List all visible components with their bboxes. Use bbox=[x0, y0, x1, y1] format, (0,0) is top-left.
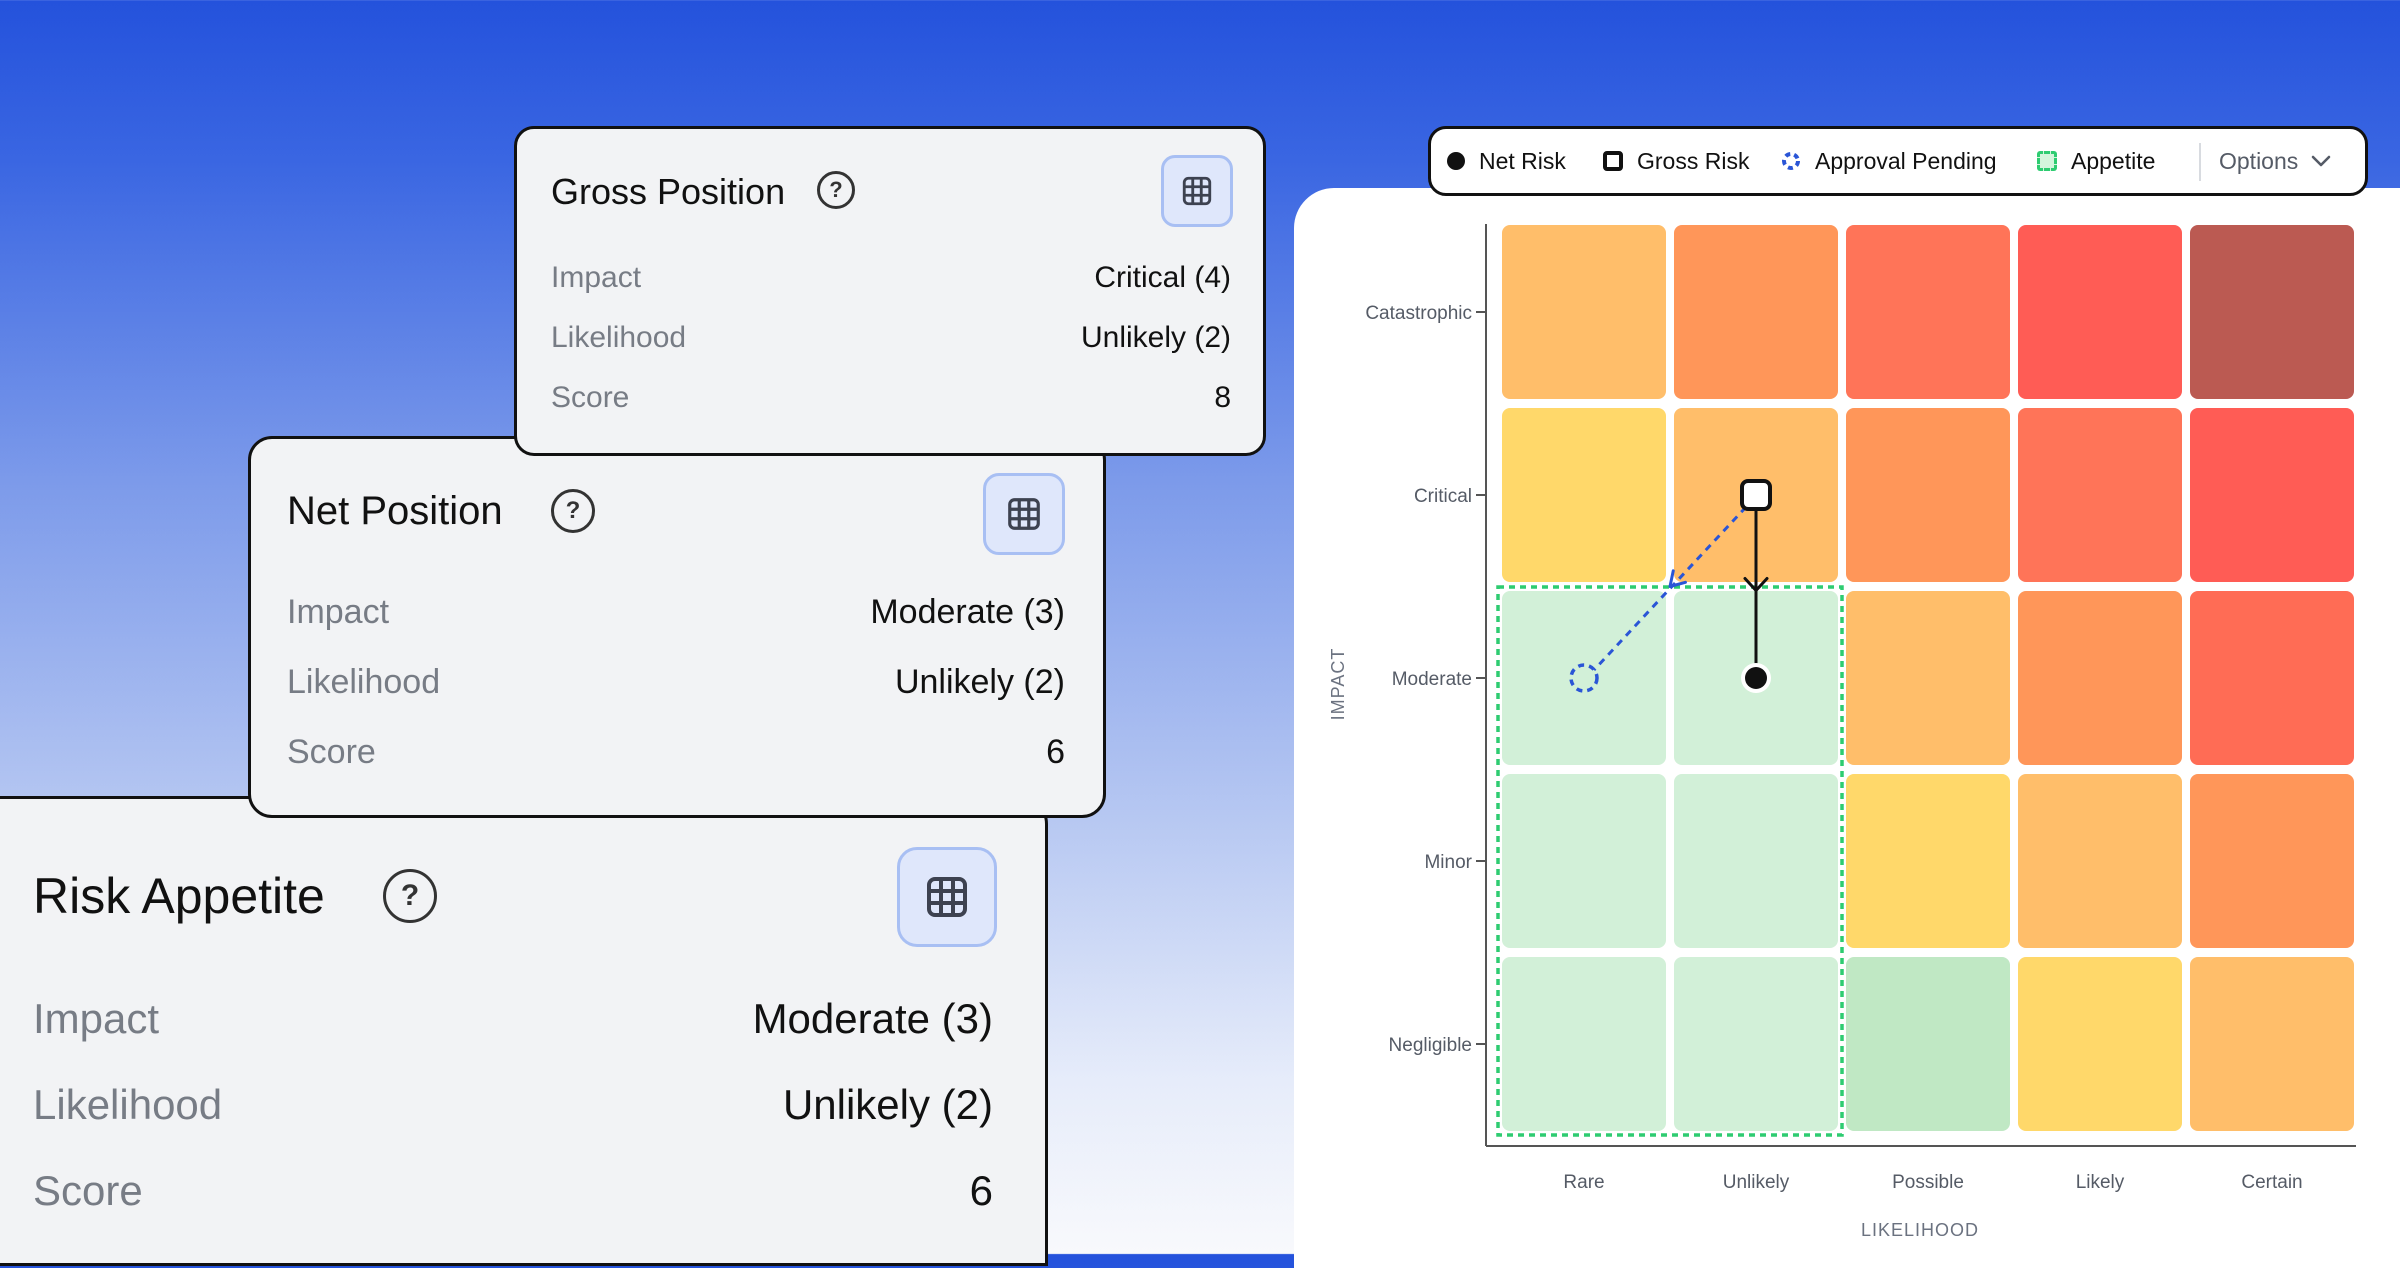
x-tick-label: Unlikely bbox=[1723, 1172, 1790, 1193]
heatmap-cell bbox=[1502, 591, 1666, 765]
legend-item-gross-risk[interactable]: Gross Risk bbox=[1603, 129, 1749, 193]
impact-value: Moderate (3) bbox=[870, 593, 1065, 631]
y-tick-label: Moderate bbox=[1392, 669, 1472, 690]
approval-pending-arrow bbox=[1592, 505, 1748, 672]
heatmap-cell bbox=[2190, 957, 2354, 1131]
card-title: Risk Appetite bbox=[33, 868, 325, 924]
heatmap-cell bbox=[2018, 225, 2182, 399]
heatmap-cell bbox=[1674, 225, 1838, 399]
y-tick-label: Minor bbox=[1424, 852, 1472, 873]
likelihood-value: Unlikely (2) bbox=[782, 1081, 993, 1128]
x-tick-label: Possible bbox=[1892, 1172, 1964, 1193]
grid-view-button[interactable] bbox=[983, 473, 1065, 555]
legend-label: Net Risk bbox=[1479, 147, 1566, 174]
heatmap-cell bbox=[2190, 408, 2354, 582]
x-axis-title: LIKELIHOOD bbox=[1861, 1220, 1979, 1240]
legend-label: Gross Risk bbox=[1637, 147, 1750, 174]
arrowhead bbox=[1743, 577, 1769, 592]
x-tick-label: Likely bbox=[2076, 1172, 2125, 1193]
options-label: Options bbox=[2219, 147, 2299, 174]
heatmap-cell bbox=[1846, 591, 2010, 765]
legend-item-net-risk[interactable]: Net Risk bbox=[1447, 129, 1566, 193]
net-risk-marker bbox=[1745, 667, 1767, 689]
risk-appetite-card: Risk Appetite ? Impact Moderate (3) Like… bbox=[0, 796, 1048, 1266]
likelihood-label: Likelihood bbox=[33, 1081, 223, 1128]
heatmap-cell bbox=[2018, 591, 2182, 765]
grid-icon bbox=[1182, 176, 1212, 206]
score-value: 6 bbox=[1046, 733, 1065, 771]
chart-legend: Net Risk Gross Risk Approval Pending App… bbox=[1428, 126, 2368, 196]
appetite-marker-icon bbox=[2037, 151, 2057, 171]
options-dropdown[interactable]: Options bbox=[2219, 129, 2334, 193]
net-risk-marker-icon bbox=[1447, 152, 1465, 170]
y-tick-label: Negligible bbox=[1389, 1035, 1472, 1056]
likelihood-value: Unlikely (2) bbox=[894, 663, 1065, 701]
gross-risk-marker-icon bbox=[1603, 151, 1623, 171]
impact-label: Impact bbox=[33, 995, 160, 1042]
heatmap-cell bbox=[2190, 225, 2354, 399]
heatmap-cell bbox=[1846, 408, 2010, 582]
gross-risk-marker bbox=[1740, 479, 1772, 511]
chevron-down-icon bbox=[2311, 155, 2331, 167]
score-label: Score bbox=[287, 733, 376, 771]
score-value: 6 bbox=[969, 1167, 993, 1214]
heatmap-cell bbox=[1502, 408, 1666, 582]
score-label: Score bbox=[33, 1167, 143, 1214]
heatmap-cell bbox=[1846, 957, 2010, 1131]
grid-view-button[interactable] bbox=[897, 847, 997, 947]
grid-icon bbox=[1008, 498, 1040, 530]
likelihood-value: Unlikely (2) bbox=[1080, 321, 1231, 354]
impact-label: Impact bbox=[287, 593, 390, 631]
x-tick-label: Certain bbox=[2241, 1172, 2302, 1193]
heatmap-cell bbox=[2190, 591, 2354, 765]
grid-view-button[interactable] bbox=[1161, 155, 1233, 227]
net-position-card: Net Position ? Impact Moderate (3) Likel… bbox=[248, 436, 1106, 818]
heatmap-cell bbox=[1846, 225, 2010, 399]
impact-label: Impact bbox=[551, 261, 642, 294]
grid-icon bbox=[927, 877, 967, 917]
heatmap-cell bbox=[1502, 957, 1666, 1131]
risk-heatmap-panel: Catastrophic Critical Moderate Minor Negligi… bbox=[1294, 188, 2400, 1268]
risk-heatmap: Catastrophic Critical Moderate Minor Negligi… bbox=[1328, 224, 2356, 1240]
legend-item-appetite[interactable]: Appetite bbox=[2037, 129, 2155, 193]
approval-pending-marker-icon bbox=[1782, 152, 1800, 170]
heatmap-cell bbox=[2190, 774, 2354, 948]
help-icon[interactable]: ? bbox=[817, 171, 855, 209]
legend-item-approval-pending[interactable]: Approval Pending bbox=[1781, 129, 1997, 193]
score-label: Score bbox=[551, 381, 630, 414]
card-title: Gross Position bbox=[551, 171, 786, 212]
legend-label: Approval Pending bbox=[1815, 147, 1997, 174]
help-icon[interactable]: ? bbox=[383, 869, 437, 923]
approval-pending-marker bbox=[1569, 663, 1599, 693]
heatmap-cell bbox=[2018, 774, 2182, 948]
legend-divider bbox=[2199, 143, 2201, 181]
x-tick-label: Rare bbox=[1563, 1172, 1604, 1193]
impact-value: Moderate (3) bbox=[752, 995, 993, 1042]
likelihood-label: Likelihood bbox=[551, 321, 687, 354]
help-icon[interactable]: ? bbox=[551, 489, 595, 533]
y-axis-title: IMPACT bbox=[1328, 648, 1348, 721]
heatmap-cell bbox=[2018, 957, 2182, 1131]
heatmap-cell bbox=[1846, 774, 2010, 948]
heatmap-cell bbox=[1502, 774, 1666, 948]
impact-value: Critical (4) bbox=[1094, 261, 1231, 294]
heatmap-cell bbox=[1674, 957, 1838, 1131]
legend-label: Appetite bbox=[2071, 147, 2156, 174]
arrowhead bbox=[1668, 569, 1687, 588]
score-value: 8 bbox=[1214, 381, 1231, 414]
heatmap-cell bbox=[1674, 774, 1838, 948]
likelihood-label: Likelihood bbox=[287, 663, 441, 701]
y-tick-label: Critical bbox=[1414, 486, 1472, 507]
appetite-region bbox=[1496, 585, 1844, 1137]
card-title: Net Position bbox=[287, 489, 503, 533]
heatmap-cell bbox=[1502, 225, 1666, 399]
heatmap-cell bbox=[2018, 408, 2182, 582]
y-tick-label: Catastrophic bbox=[1365, 303, 1472, 324]
gross-position-card: Gross Position ? Impact Critical (4) Lik… bbox=[514, 126, 1266, 456]
